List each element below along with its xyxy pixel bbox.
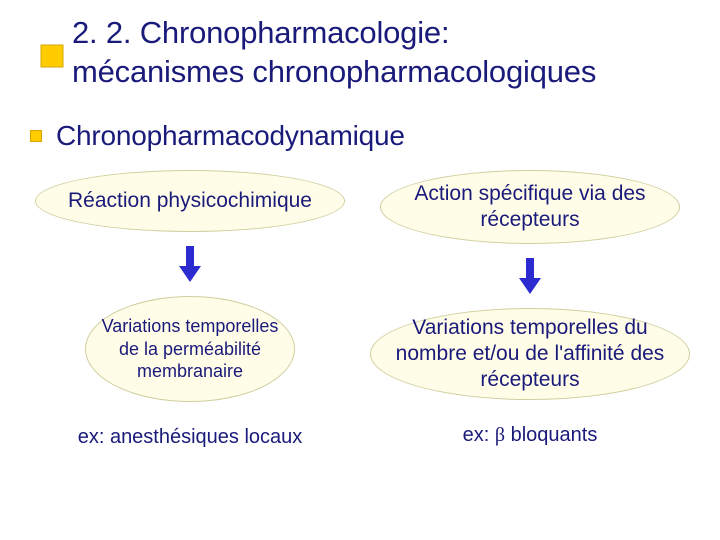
left-box-reaction: Réaction physicochimique	[35, 170, 345, 232]
title-line-1: 2. 2. Chronopharmacologie:	[72, 14, 690, 53]
right-example-suffix: bloquants	[505, 424, 597, 446]
title-accent-square-icon	[40, 44, 64, 68]
right-example: ex: β bloquants	[463, 424, 598, 447]
right-column: Action spécifique via des récepteurs Var…	[370, 170, 690, 526]
right-box-action: Action spécifique via des récepteurs	[380, 170, 680, 244]
left-column: Réaction physicochimique Variations temp…	[30, 170, 350, 526]
subtitle-text: Chronopharmacodynamique	[56, 120, 405, 152]
subtitle-row: Chronopharmacodynamique	[30, 120, 405, 152]
bullet-square-icon	[30, 130, 42, 142]
beta-symbol: β	[495, 424, 505, 446]
slide-title: 2. 2. Chronopharmacologie: mécanismes ch…	[40, 14, 690, 92]
left-box-variations: Variations temporelles de la perméabilit…	[85, 296, 295, 402]
left-example: ex: anesthésiques locaux	[78, 426, 303, 449]
content-columns: Réaction physicochimique Variations temp…	[30, 170, 690, 526]
arrow-down-icon	[179, 246, 201, 282]
arrow-down-icon	[519, 258, 541, 294]
right-example-prefix: ex:	[463, 424, 495, 446]
right-box-variations: Variations temporelles du nombre et/ou d…	[370, 308, 690, 400]
title-line-2: mécanismes chronopharmacologiques	[72, 53, 690, 92]
